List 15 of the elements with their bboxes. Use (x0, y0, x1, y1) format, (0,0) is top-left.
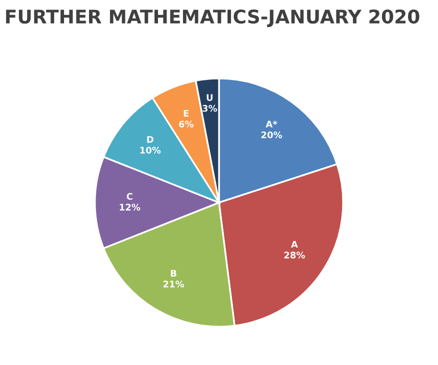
data-label: 28% (284, 252, 305, 258)
chart-title: FURTHER MATHEMATICS-JANUARY 2020 (6, 9, 420, 28)
slice-label: C (126, 192, 132, 200)
data-label: 6% (179, 120, 194, 128)
slice-label: A* (266, 120, 278, 128)
data-label: 12% (120, 204, 140, 211)
slice-label: A (290, 240, 298, 248)
slice-label: U (206, 94, 212, 101)
slice-label: E (184, 110, 189, 117)
data-label: 3% (202, 104, 218, 112)
slice-label: D (147, 136, 154, 143)
data-label: 21% (163, 280, 184, 288)
data-label: 10% (140, 146, 161, 154)
slice-label: B (170, 270, 176, 277)
data-label: 20% (261, 131, 282, 138)
